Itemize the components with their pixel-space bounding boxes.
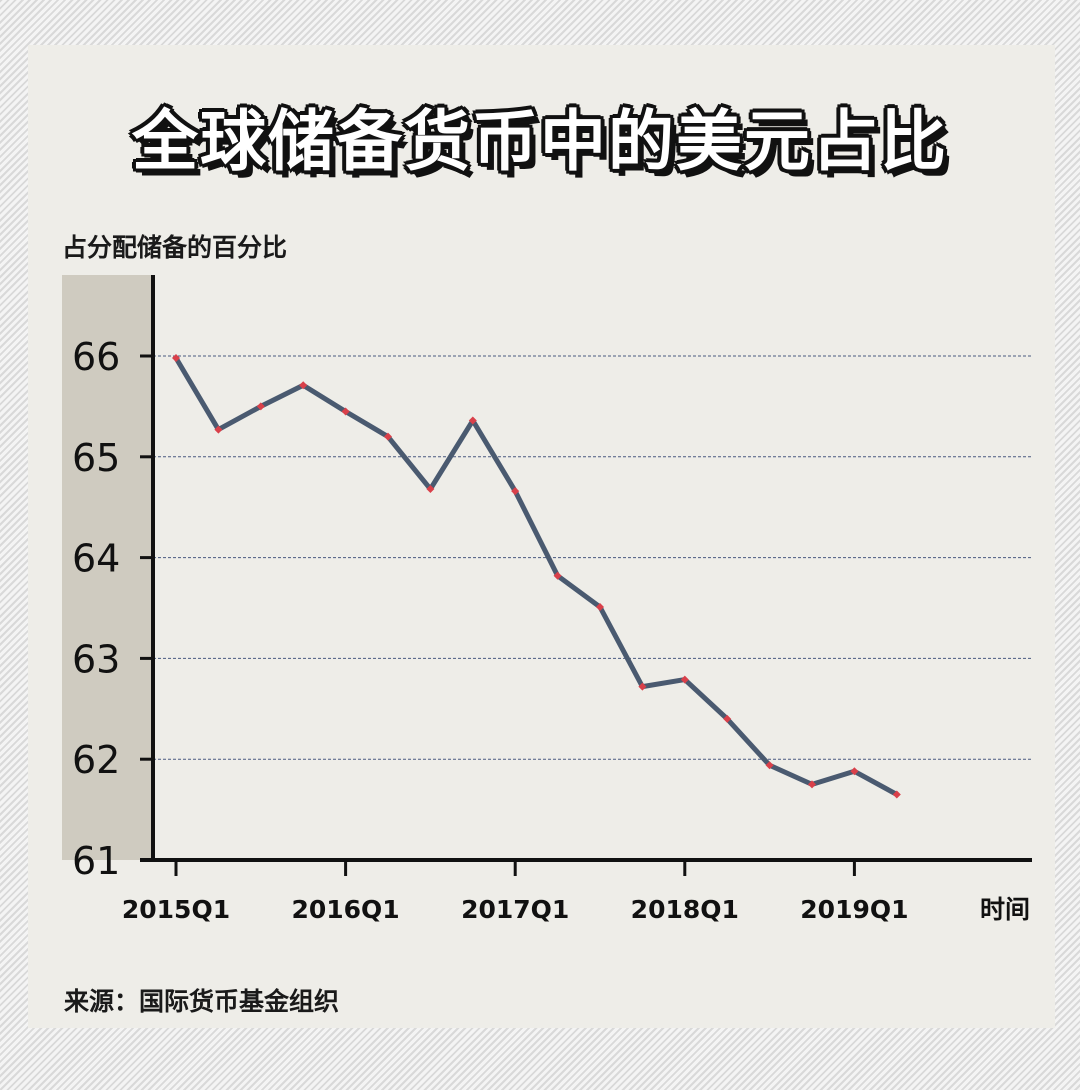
data-point: [256, 402, 265, 411]
x-axis-label: 时间: [980, 895, 1030, 924]
y-tick-label: 62: [72, 738, 120, 782]
x-tick-label: 2017Q1: [461, 895, 569, 924]
data-point: [765, 761, 774, 770]
y-tick-label: 64: [72, 537, 120, 581]
data-point: [808, 780, 816, 789]
x-tick-label: 2016Q1: [291, 895, 399, 924]
x-tick-label: 2018Q1: [631, 895, 739, 924]
data-point: [341, 407, 350, 416]
chart-title: 全球储备货币中的美元占比: [132, 103, 948, 180]
data-point: [596, 602, 604, 611]
data-point: [384, 432, 392, 441]
data-point: [426, 485, 435, 494]
data-point: [553, 571, 562, 580]
data-point: [892, 790, 901, 799]
chart-panel: [28, 45, 1055, 1028]
x-tick-label: 2015Q1: [122, 895, 230, 924]
data-point: [680, 675, 689, 684]
series-line: [173, 356, 898, 797]
y-tick-label: 63: [72, 637, 120, 681]
data-point: [172, 354, 180, 363]
y-tick-label: 61: [72, 839, 120, 883]
data-point: [511, 487, 520, 496]
y-axis-label: 占分配储备的百分比: [62, 233, 288, 262]
y-tick-label: 65: [72, 436, 120, 480]
y-axis-band: [62, 275, 153, 860]
data-point: [468, 416, 477, 425]
data-point: [638, 682, 647, 691]
y-tick-label: 66: [72, 335, 120, 379]
data-point: [723, 714, 732, 723]
data-point: [214, 425, 223, 434]
data-point: [850, 767, 859, 776]
x-tick-label: 2019Q1: [800, 895, 908, 924]
source-note: 来源：国际货币基金组织: [64, 987, 340, 1016]
data-point: [299, 381, 308, 390]
